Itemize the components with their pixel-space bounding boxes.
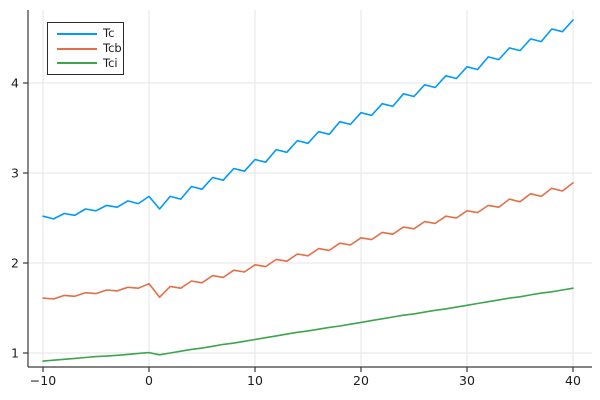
x-tick-label: 10 — [247, 373, 263, 388]
x-tick-label: 20 — [353, 373, 369, 388]
x-tick-label: −10 — [30, 373, 56, 388]
y-tick-label: 3 — [11, 166, 19, 181]
tcb-series-line — [42, 182, 574, 300]
legend-item-tci: Tci — [48, 56, 123, 70]
y-tick-label: 4 — [11, 76, 19, 91]
x-tick-label: 0 — [145, 373, 153, 388]
legend: Tc Tcb Tci — [47, 22, 124, 75]
tc-series-line — [42, 19, 574, 220]
x-tick-label: 40 — [565, 373, 581, 388]
tcb-line-swatch — [57, 47, 97, 50]
legend-label-tcb: Tcb — [103, 40, 122, 55]
legend-label-tci: Tci — [103, 55, 118, 70]
tci-series-line — [42, 287, 574, 362]
tc-line-swatch — [57, 32, 97, 35]
legend-label-tc: Tc — [103, 26, 115, 40]
legend-item-tc: Tc — [48, 27, 123, 41]
tci-line-swatch — [57, 62, 97, 65]
legend-item-tcb: Tcb — [48, 42, 123, 56]
y-tick-label: 2 — [11, 256, 19, 271]
y-tick-label: 1 — [11, 346, 19, 361]
x-tick-label: 30 — [459, 373, 475, 388]
